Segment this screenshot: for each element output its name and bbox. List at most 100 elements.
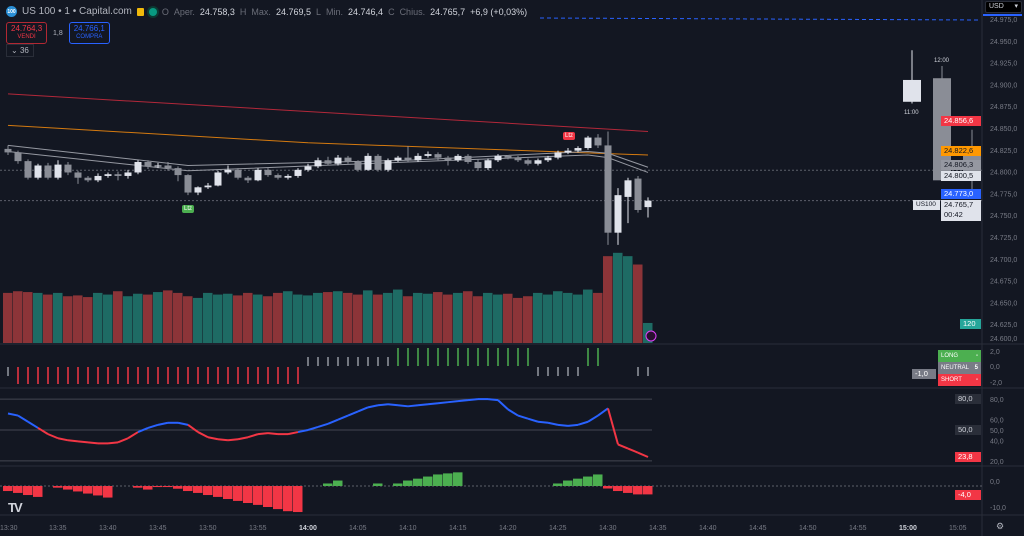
candle	[164, 165, 172, 169]
oscillator-line-segment	[607, 408, 619, 445]
trade-marker[interactable]: Ltz	[182, 205, 195, 213]
volume-bar	[623, 256, 633, 343]
symbol-logo: 100	[6, 6, 17, 17]
symbol-title[interactable]: US 100 • 1 • Capital.com	[22, 6, 132, 17]
histogram-bar	[263, 486, 273, 507]
candle	[634, 178, 642, 210]
oscillator-line-segment	[397, 404, 409, 408]
time-axis-label: 15:05	[949, 525, 967, 532]
settings-icon[interactable]: ⚙	[996, 521, 1004, 531]
volume-bar	[33, 292, 43, 343]
histogram-bar	[563, 480, 573, 486]
oscillator-axis-label: 80,0	[990, 397, 1004, 404]
oscillator-line-segment	[57, 437, 69, 442]
histogram-bar	[173, 486, 183, 489]
sell-button[interactable]: 24.764,3 VENDI	[6, 22, 47, 44]
price-axis-label: 24.600,0	[990, 336, 1017, 343]
oscillator-line-segment	[127, 431, 139, 440]
buy-button[interactable]: 24.766,1 COMPRA	[68, 22, 110, 44]
volume-bar	[533, 292, 543, 343]
volume-bar	[13, 291, 23, 343]
oscillator-line-segment	[387, 403, 399, 407]
candle	[324, 160, 332, 164]
oscillator-line-segment	[527, 417, 539, 423]
histogram-bar	[103, 486, 113, 498]
histogram-bar	[83, 486, 93, 494]
symbol-tag: US100	[913, 200, 940, 211]
volume-bar	[213, 294, 223, 343]
oscillator-value-tag: 23,8	[955, 451, 981, 462]
oscillator-tag: 80,0	[955, 394, 981, 405]
volume-bar	[93, 292, 103, 343]
volume-bar	[203, 292, 213, 343]
volume-bar	[173, 292, 183, 343]
volume-bar	[153, 292, 163, 343]
candle	[124, 172, 132, 176]
volume-bar	[433, 292, 443, 343]
time-axis-label: 13:45	[149, 525, 167, 532]
candle	[424, 154, 432, 156]
histogram-bar	[183, 486, 193, 492]
tradingview-logo[interactable]: TV	[8, 500, 23, 515]
histogram-bar	[443, 473, 453, 486]
price-axis-label: 24.775,0	[990, 191, 1017, 198]
volume-bar	[163, 290, 173, 343]
oscillator-line-segment	[347, 410, 359, 417]
oscillator-axis-label: 50,0	[990, 428, 1004, 435]
currency-select[interactable]: USD ▾	[985, 1, 1022, 13]
signal-legend-label: LONG	[941, 353, 959, 359]
histogram-bar	[433, 474, 443, 486]
indicators-toggle[interactable]: ⌄ 36	[6, 44, 34, 57]
price-axis-label: 24.625,0	[990, 322, 1017, 329]
signal-legend-neutral: NEUTRAL 5	[938, 362, 981, 374]
oscillator-line-segment	[227, 438, 239, 442]
oscillator-tag: 50,0	[955, 425, 981, 435]
volume-bar	[483, 292, 493, 343]
candle	[404, 157, 412, 161]
volume-bar	[553, 291, 563, 343]
signal-axis-label: -2,0	[990, 380, 1002, 387]
trade-marker[interactable]: Ltz	[563, 132, 576, 140]
volume-bar	[343, 292, 353, 343]
h-label: H	[239, 6, 247, 17]
low-value: 24.746,4	[348, 6, 384, 17]
candle	[184, 175, 192, 193]
volume-bar	[333, 291, 343, 343]
candle	[174, 168, 182, 176]
volume-bar	[63, 296, 73, 343]
oscillator-line-segment	[47, 433, 59, 440]
candle	[534, 160, 542, 164]
histogram-bar	[203, 486, 213, 496]
histogram-bar	[413, 478, 423, 486]
volume-tag: 120	[960, 319, 981, 329]
signal-legend-long: LONG -	[938, 350, 981, 362]
candle	[244, 177, 252, 181]
histogram-bar	[133, 486, 143, 488]
time-axis-label: 14:35	[649, 525, 667, 532]
signal-legend-value: -	[976, 377, 978, 383]
signal-legend-short: SHORT -	[938, 374, 981, 386]
oscillator-line-segment	[557, 423, 569, 427]
oscillator-axis-label: 40,0	[990, 438, 1004, 445]
oscillator-line-segment	[27, 420, 39, 429]
oscillator-line-segment	[67, 439, 79, 443]
volume-bar	[53, 292, 63, 343]
volume-bar	[303, 295, 313, 343]
volume-bar	[463, 291, 473, 343]
price-axis-label: 24.750,0	[990, 213, 1017, 220]
histogram-axis-label: -10,0	[990, 505, 1006, 512]
oscillator-line-segment	[427, 402, 439, 406]
volume-bar	[243, 292, 253, 343]
volume-bar	[23, 292, 33, 343]
candle	[524, 160, 532, 164]
sell-label: VENDI	[17, 34, 36, 40]
candle	[274, 175, 282, 178]
volume-bar	[403, 296, 413, 343]
market-flag-icon	[136, 7, 144, 16]
moving-average-line	[7, 93, 649, 132]
candle	[484, 160, 492, 169]
oscillator-line-segment	[587, 414, 599, 423]
candle	[264, 169, 272, 176]
time-axis-label: 13:30	[0, 525, 18, 532]
